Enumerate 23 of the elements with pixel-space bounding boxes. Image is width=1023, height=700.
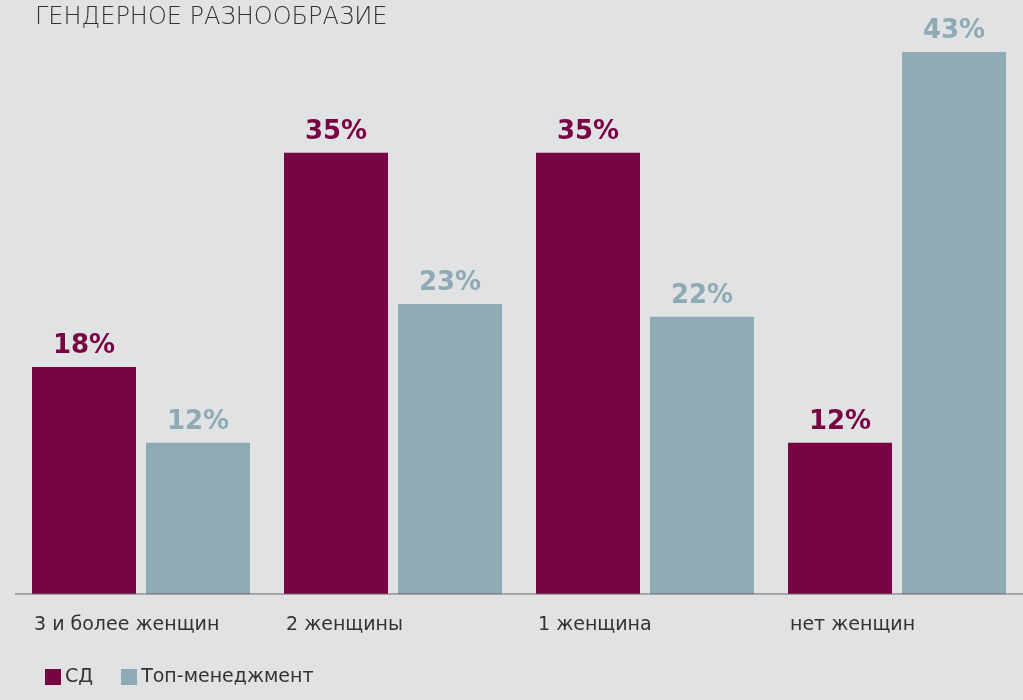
legend-label: СД: [65, 664, 94, 686]
bar: [32, 367, 136, 594]
bar: [650, 316, 754, 594]
bar: [902, 52, 1006, 594]
x-tick-label: 1 женщина: [538, 612, 652, 634]
bar: [788, 442, 892, 594]
chart-title: ГЕНДЕРНОЕ РАЗНООБРАЗИЕ: [35, 2, 388, 30]
bar: [536, 152, 640, 594]
bar: [146, 442, 250, 594]
x-tick-label: 3 и более женщин: [34, 612, 220, 634]
legend-label: Топ-менеджмент: [141, 664, 314, 686]
data-label: 35%: [304, 114, 368, 145]
data-label: 35%: [556, 114, 620, 145]
bar: [398, 304, 502, 594]
x-tick-label: нет женщин: [790, 612, 916, 634]
data-label: 18%: [52, 329, 116, 360]
data-label: 23%: [418, 266, 482, 297]
data-label: 22%: [670, 278, 734, 309]
data-label: 43%: [922, 14, 986, 44]
data-label: 12%: [166, 404, 230, 435]
bar: [284, 152, 388, 594]
data-label: 12%: [808, 404, 872, 435]
x-tick-label: 2 женщины: [286, 612, 404, 634]
